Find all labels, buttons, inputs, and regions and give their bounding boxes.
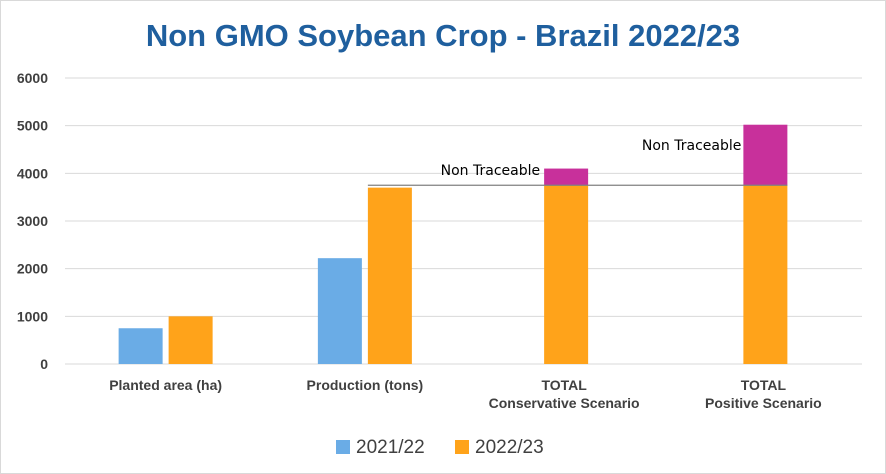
bar-2022-23 bbox=[168, 316, 213, 364]
bar-non-traceable bbox=[743, 124, 788, 186]
x-category-label: Planted area (ha) bbox=[109, 377, 222, 393]
y-tick-label: 6000 bbox=[17, 70, 48, 86]
annotation-non-traceable: Non Traceable bbox=[642, 138, 741, 154]
y-tick-label: 2000 bbox=[17, 261, 48, 277]
bar-2022-23 bbox=[544, 185, 589, 364]
annotation-non-traceable: Non Traceable bbox=[441, 163, 540, 179]
x-category-label: Conservative Scenario bbox=[489, 395, 640, 411]
bar-2022-23 bbox=[367, 187, 412, 364]
bar-non-traceable bbox=[544, 168, 589, 186]
legend-swatch-2021-22 bbox=[336, 440, 350, 454]
x-category-label: Production (tons) bbox=[307, 377, 424, 393]
legend-label-2022-23: 2022/23 bbox=[475, 437, 544, 458]
y-tick-label: 5000 bbox=[17, 118, 48, 134]
y-tick-label: 1000 bbox=[17, 308, 48, 324]
legend-swatch-2022-23 bbox=[455, 440, 469, 454]
x-category-label: TOTAL bbox=[541, 377, 587, 393]
bar-2022-23 bbox=[743, 185, 788, 364]
y-tick-label: 3000 bbox=[17, 213, 48, 229]
chart-title: Non GMO Soybean Crop - Brazil 2022/23 bbox=[145, 18, 741, 53]
y-tick-label: 0 bbox=[40, 356, 48, 372]
y-tick-label: 4000 bbox=[17, 165, 48, 181]
bar-2021-22 bbox=[118, 328, 163, 364]
bar-2021-22 bbox=[317, 258, 362, 364]
legend-label-2021-22: 2021/22 bbox=[356, 437, 425, 458]
x-category-label: TOTAL bbox=[741, 377, 787, 393]
x-category-label: Positive Scenario bbox=[705, 395, 822, 411]
